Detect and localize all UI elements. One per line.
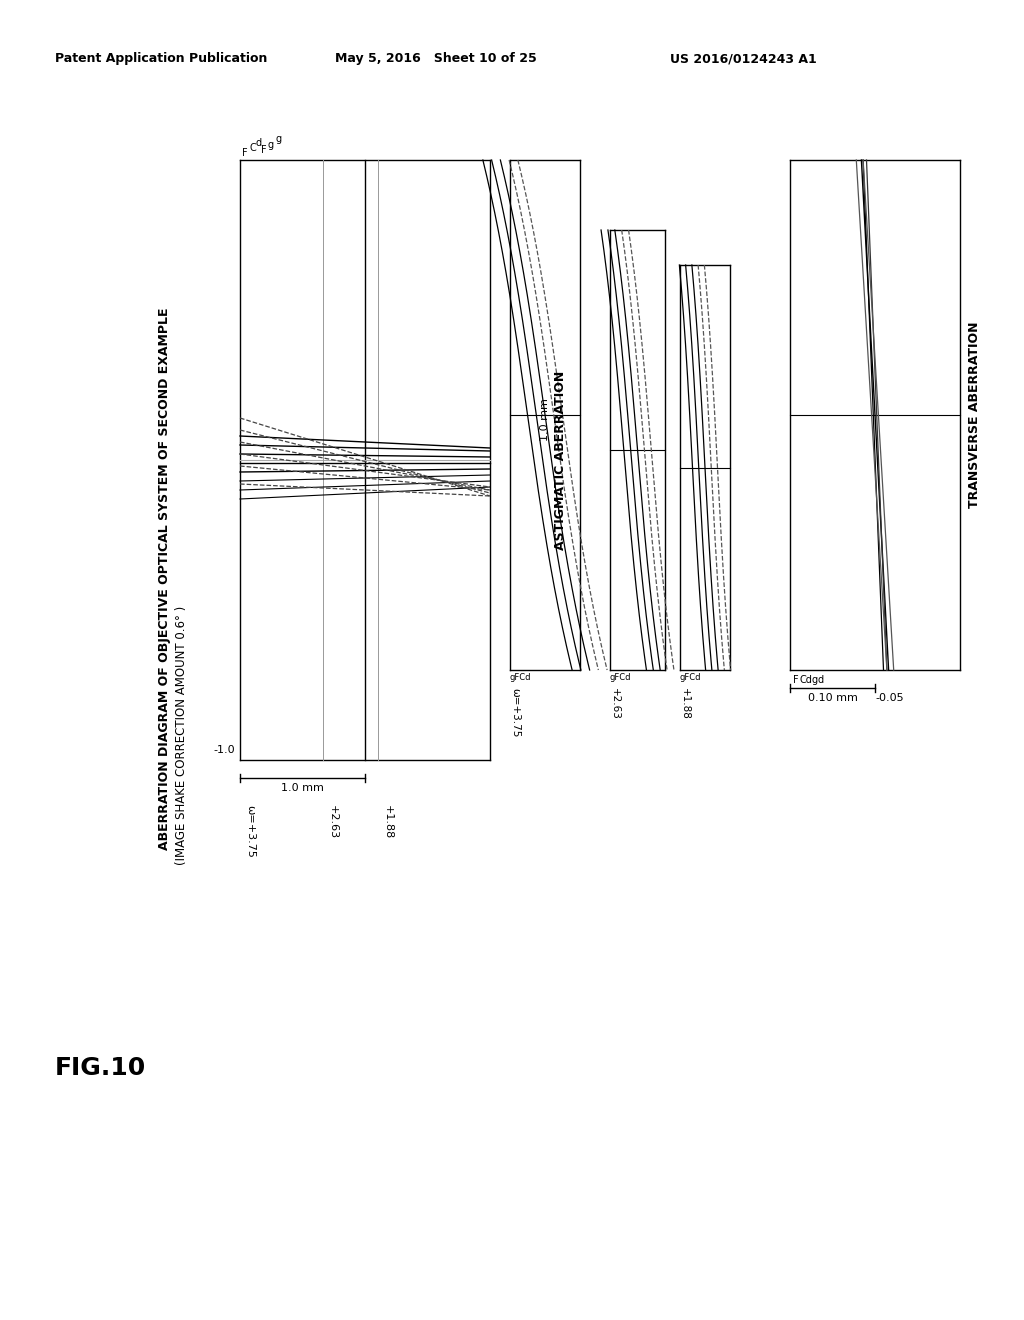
Text: May 5, 2016   Sheet 10 of 25: May 5, 2016 Sheet 10 of 25	[335, 51, 537, 65]
Text: Cd: Cd	[800, 675, 813, 685]
Text: +1.88: +1.88	[383, 805, 392, 840]
Text: ω=+3.75: ω=+3.75	[245, 805, 255, 858]
Text: gFCd: gFCd	[510, 673, 531, 682]
Text: (IMAGE SHAKE CORRECTION AMOUNT 0.6° ): (IMAGE SHAKE CORRECTION AMOUNT 0.6° )	[175, 606, 188, 865]
Text: g: g	[267, 140, 273, 150]
Text: ω=+3.75: ω=+3.75	[510, 688, 520, 738]
Text: ABERRATION DIAGRAM OF OBJECTIVE OPTICAL SYSTEM OF SECOND EXAMPLE: ABERRATION DIAGRAM OF OBJECTIVE OPTICAL …	[159, 308, 171, 850]
Text: -1.0: -1.0	[213, 744, 234, 755]
Text: g: g	[275, 135, 282, 144]
Text: 1.0 mm: 1.0 mm	[540, 399, 550, 441]
Text: Patent Application Publication: Patent Application Publication	[55, 51, 267, 65]
Text: +1.88: +1.88	[680, 688, 690, 719]
Text: g: g	[812, 675, 818, 685]
Text: -0.05: -0.05	[874, 693, 903, 704]
Text: gFCd: gFCd	[680, 673, 701, 682]
Text: gFCd: gFCd	[610, 673, 632, 682]
Text: F: F	[793, 675, 799, 685]
Text: F: F	[242, 148, 248, 158]
Text: TRANSVERSE ABERRATION: TRANSVERSE ABERRATION	[969, 322, 981, 508]
Text: ASTIGMATIC ABERRATION: ASTIGMATIC ABERRATION	[554, 371, 566, 549]
Text: 0.10 mm: 0.10 mm	[808, 693, 857, 704]
Text: US 2016/0124243 A1: US 2016/0124243 A1	[670, 51, 817, 65]
Text: d: d	[255, 139, 261, 148]
Text: d: d	[818, 675, 824, 685]
Text: +2.63: +2.63	[328, 805, 338, 840]
Text: F: F	[261, 145, 266, 154]
Text: +2.63: +2.63	[610, 688, 620, 719]
Text: 1.0 mm: 1.0 mm	[281, 783, 324, 793]
Text: FIG.10: FIG.10	[55, 1056, 146, 1080]
Text: C: C	[249, 143, 256, 153]
